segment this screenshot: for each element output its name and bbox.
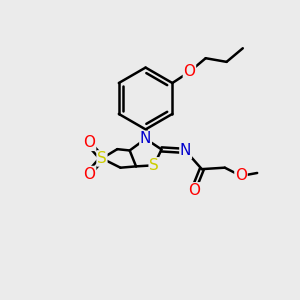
- Text: S: S: [149, 158, 159, 173]
- Text: S: S: [97, 151, 107, 166]
- Text: N: N: [180, 143, 191, 158]
- Text: O: O: [183, 64, 195, 79]
- Text: N: N: [140, 131, 151, 146]
- Text: O: O: [188, 183, 200, 198]
- Text: O: O: [84, 135, 96, 150]
- Text: O: O: [235, 168, 247, 183]
- Text: O: O: [84, 167, 96, 182]
